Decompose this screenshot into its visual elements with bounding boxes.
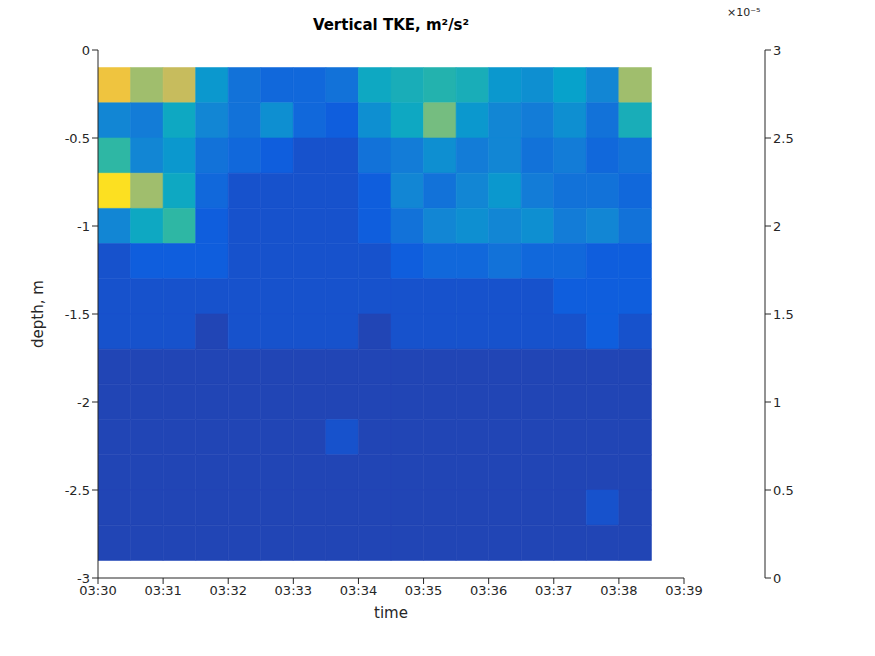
svg-text:03:38: 03:38 [600,583,637,598]
html-text:Vertical TKE, m²/s²: Vertical TKE, m²/s² [312,16,470,34]
svg-text:03:32: 03:32 [209,583,246,598]
svg-text:depth, m: depth, m [29,280,47,348]
svg-text:0: 0 [82,43,90,58]
svg-text:2: 2 [773,219,781,234]
svg-text:03:35: 03:35 [405,583,442,598]
svg-text:03:31: 03:31 [144,583,181,598]
svg-text:1.5: 1.5 [773,307,794,322]
svg-text:-1: -1 [77,219,90,234]
svg-text:3: 3 [773,43,781,58]
svg-text:-0.5: -0.5 [65,131,90,146]
svg-text:0.5: 0.5 [773,483,794,498]
html-text:×10⁻⁵: ×10⁻⁵ [727,6,761,19]
svg-text:03:34: 03:34 [340,583,377,598]
svg-text:-1.5: -1.5 [65,307,90,322]
svg-text:-3: -3 [77,571,90,586]
svg-text:-2: -2 [77,395,90,410]
svg-text:2.5: 2.5 [773,131,794,146]
svg-text:1: 1 [773,395,781,410]
svg-text:0: 0 [773,571,781,586]
svg-text:03:33: 03:33 [275,583,312,598]
svg-text:03:36: 03:36 [470,583,507,598]
svg-text:03:37: 03:37 [535,583,572,598]
svg-text:time: time [374,604,408,622]
svg-text:03:30: 03:30 [79,583,117,599]
svg-text:03:39: 03:39 [665,583,702,598]
svg-text:-2.5: -2.5 [65,483,90,498]
